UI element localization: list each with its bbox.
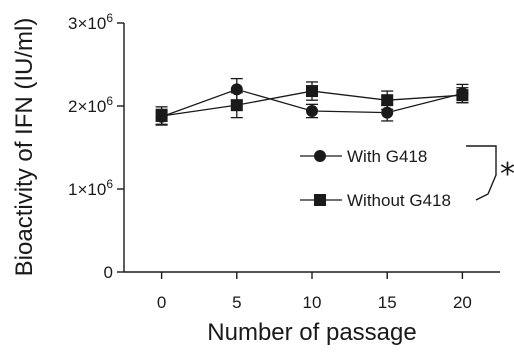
legend: With G418 Without G418 * <box>300 145 514 210</box>
y-tick-label: 0 <box>104 263 113 282</box>
legend-label-without-g418: Without G418 <box>347 191 451 210</box>
legend-marker-circle <box>314 150 326 162</box>
y-axis-label: Bioactivity of IFN (IU/ml) <box>11 18 38 277</box>
x-axis: 0 5 10 15 20 <box>124 271 500 312</box>
x-tick-label: 20 <box>453 293 472 312</box>
data-point-square <box>456 89 469 102</box>
y-tick-label: 3×106 <box>68 11 113 33</box>
legend-marker-square <box>314 194 326 206</box>
data-point-square <box>155 109 168 122</box>
data-point-circle <box>306 104 318 117</box>
y-tick-label: 1×106 <box>68 177 113 199</box>
data-point-square <box>381 94 394 107</box>
data-point-square <box>230 99 243 112</box>
series-without-g418 <box>155 81 469 126</box>
significance-star: * <box>500 157 514 192</box>
y-tick-label: 2×106 <box>68 94 113 116</box>
y-ticks: 0 1×106 2×106 3×106 <box>68 11 124 282</box>
legend-item-with-g418: With G418 <box>300 147 427 166</box>
x-tick-label: 0 <box>157 293 166 312</box>
significance-bracket <box>466 145 497 201</box>
x-tick-label: 10 <box>303 293 322 312</box>
x-tick-label: 5 <box>232 293 241 312</box>
x-tick-label: 15 <box>378 293 397 312</box>
y-axis: 0 1×106 2×106 3×106 <box>68 11 125 282</box>
x-ticks: 0 5 10 15 20 <box>157 272 472 312</box>
legend-label-with-g418: With G418 <box>347 147 427 166</box>
legend-item-without-g418: Without G418 <box>300 191 451 210</box>
x-axis-label: Number of passage <box>207 319 416 346</box>
data-point-square <box>306 85 318 98</box>
plot-area <box>155 77 469 126</box>
